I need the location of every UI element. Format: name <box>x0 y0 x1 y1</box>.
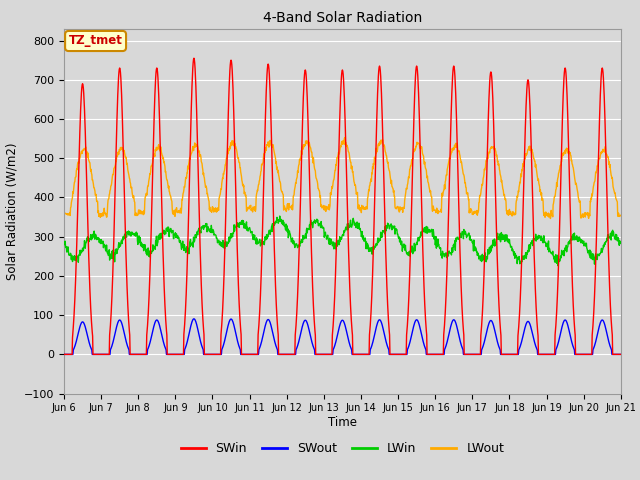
LWin <box>616 239 624 244</box>
LWin <box>60 239 68 244</box>
SWout <box>616 351 624 357</box>
LWin <box>246 227 254 232</box>
Line: LWout: LWout <box>64 138 620 218</box>
LWin <box>429 233 436 239</box>
SWin <box>551 351 559 357</box>
SWin <box>184 245 191 251</box>
Line: SWin: SWin <box>64 58 620 354</box>
LWout <box>170 207 178 213</box>
Title: 4-Band Solar Radiation: 4-Band Solar Radiation <box>263 11 422 25</box>
SWin <box>190 55 198 61</box>
SWin <box>429 351 436 357</box>
LWout <box>341 135 349 141</box>
SWin <box>246 351 254 357</box>
Y-axis label: Solar Radiation (W/m2): Solar Radiation (W/m2) <box>5 143 19 280</box>
SWout <box>184 337 191 343</box>
SWin <box>616 351 624 357</box>
SWout <box>190 316 198 322</box>
SWin <box>60 351 68 357</box>
SWin <box>502 351 509 357</box>
Text: TZ_tmet: TZ_tmet <box>68 35 122 48</box>
SWout <box>246 351 254 357</box>
LWout <box>246 204 254 210</box>
SWout <box>551 351 559 357</box>
Line: SWout: SWout <box>64 319 620 354</box>
SWout <box>60 351 68 357</box>
LWin <box>551 259 559 265</box>
LWout <box>547 216 554 221</box>
Line: LWin: LWin <box>64 216 620 266</box>
X-axis label: Time: Time <box>328 416 357 429</box>
LWout <box>616 213 624 218</box>
LWin <box>502 236 509 242</box>
LWout <box>551 193 559 199</box>
SWout <box>170 351 178 357</box>
LWout <box>502 196 509 202</box>
SWout <box>502 351 509 357</box>
SWin <box>170 351 178 357</box>
LWin <box>554 263 562 269</box>
LWout <box>429 206 436 212</box>
LWin <box>170 232 178 238</box>
LWin <box>184 246 191 252</box>
LWout <box>184 163 191 169</box>
SWout <box>429 351 436 357</box>
LWin <box>276 213 284 219</box>
Legend: SWin, SWout, LWin, LWout: SWin, SWout, LWin, LWout <box>175 437 509 460</box>
LWout <box>60 210 68 216</box>
